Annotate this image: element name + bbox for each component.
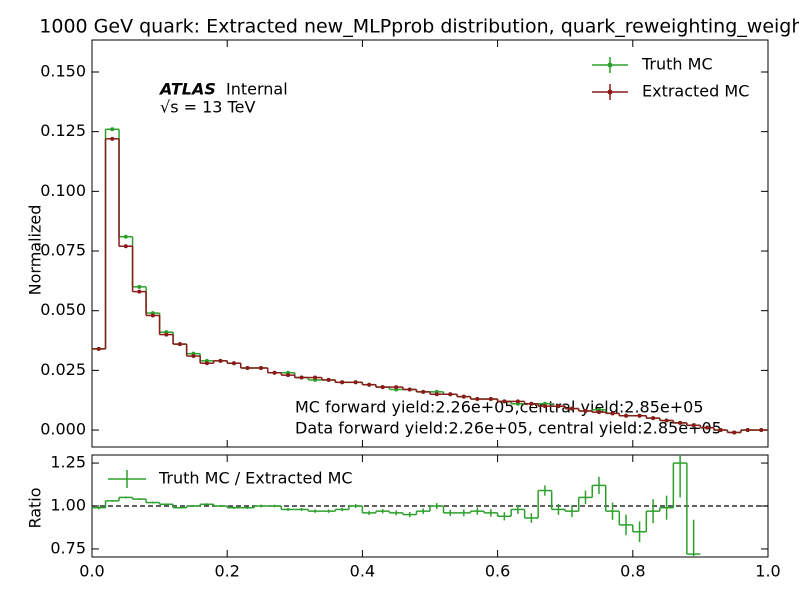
data-point: [637, 413, 642, 418]
data-point: [732, 430, 737, 435]
data-point: [245, 365, 250, 370]
y-tick-label: 0.000: [40, 420, 86, 439]
data-point: [461, 394, 466, 399]
x-tick-label: 1.0: [755, 562, 780, 581]
data-point: [597, 410, 601, 415]
data-point: [651, 416, 656, 421]
y-tick-label: 0.75: [50, 538, 86, 557]
x-tick-label: 0.2: [214, 562, 239, 581]
legend-marker: [607, 89, 613, 95]
data-point: [624, 413, 629, 418]
data-point: [150, 313, 155, 318]
y-tick-label: 0.150: [40, 61, 86, 80]
data-point: [718, 428, 723, 433]
x-tick-label: 0.4: [350, 562, 375, 581]
data-point: [272, 370, 277, 375]
data-point: [123, 244, 128, 249]
data-point: [340, 380, 345, 385]
data-point: [123, 234, 128, 239]
data-point: [556, 404, 561, 409]
x-tick-label: 0.8: [620, 562, 645, 581]
data-point: [313, 375, 318, 380]
data-point: [759, 428, 764, 433]
y-axis-label: Ratio: [26, 487, 45, 528]
data-point: [367, 382, 372, 387]
data-point: [137, 284, 142, 289]
plot-frame: [91, 39, 769, 448]
experiment-status: Internal: [226, 80, 288, 99]
data-point: [110, 127, 115, 132]
y-tick-label: 0.100: [40, 181, 86, 200]
data-point: [529, 401, 534, 406]
x-tick-label: 0.6: [485, 562, 510, 581]
data-point: [218, 358, 223, 363]
data-point: [691, 423, 696, 428]
annotation: MC forward yield:2.26e+05,central yield:…: [295, 398, 704, 417]
data-point: [678, 420, 683, 425]
data-point: [110, 136, 115, 141]
data-point: [421, 389, 426, 394]
data-point: [610, 411, 615, 416]
y-tick-label: 1.25: [50, 453, 86, 472]
data-point: [177, 342, 182, 347]
legend-marker: [607, 62, 613, 68]
data-point: [705, 425, 710, 430]
data-point: [380, 385, 385, 390]
data-point: [664, 418, 669, 423]
legend-label: Truth MC / Extracted MC: [158, 469, 353, 488]
data-point: [475, 397, 480, 402]
data-point: [434, 392, 439, 397]
chart-title: 1000 GeV quark: Extracted new_MLPprob di…: [39, 16, 799, 38]
data-point: [137, 289, 142, 294]
data-point: [259, 365, 263, 370]
data-point: [407, 387, 412, 392]
experiment: ATLAS: [158, 80, 216, 99]
ratio-group: [92, 455, 701, 557]
energy-label: √s = 13 TeV: [160, 98, 255, 117]
data-point: [569, 406, 574, 411]
data-point: [96, 346, 101, 351]
data-point: [394, 385, 399, 390]
data-point: [326, 377, 331, 382]
x-tick-label: 0.0: [79, 562, 104, 581]
y-tick-label: 0.025: [40, 360, 86, 379]
data-point: [515, 399, 520, 404]
data-point: [542, 404, 547, 409]
data-point: [204, 361, 209, 366]
annotation: Data forward yield:2.26e+05, central yie…: [295, 419, 722, 438]
y-tick-label: 0.075: [40, 241, 86, 260]
data-point: [191, 354, 196, 359]
data-point: [286, 373, 291, 378]
legend-label: Truth MC: [641, 55, 713, 74]
y-tick-label: 1.00: [50, 496, 86, 515]
data-point: [164, 332, 169, 337]
data-point: [231, 361, 236, 366]
data-point: [502, 399, 507, 404]
data-point: [299, 375, 304, 380]
y-axis-label: Normalized: [26, 205, 45, 296]
y-tick-label: 0.050: [40, 300, 86, 319]
data-point: [583, 408, 588, 413]
legend-label: Extracted MC: [642, 82, 749, 101]
y-tick-label: 0.125: [40, 121, 86, 140]
data-point: [353, 380, 358, 385]
data-point: [488, 397, 493, 402]
data-point: [745, 428, 750, 433]
data-point: [448, 392, 453, 397]
